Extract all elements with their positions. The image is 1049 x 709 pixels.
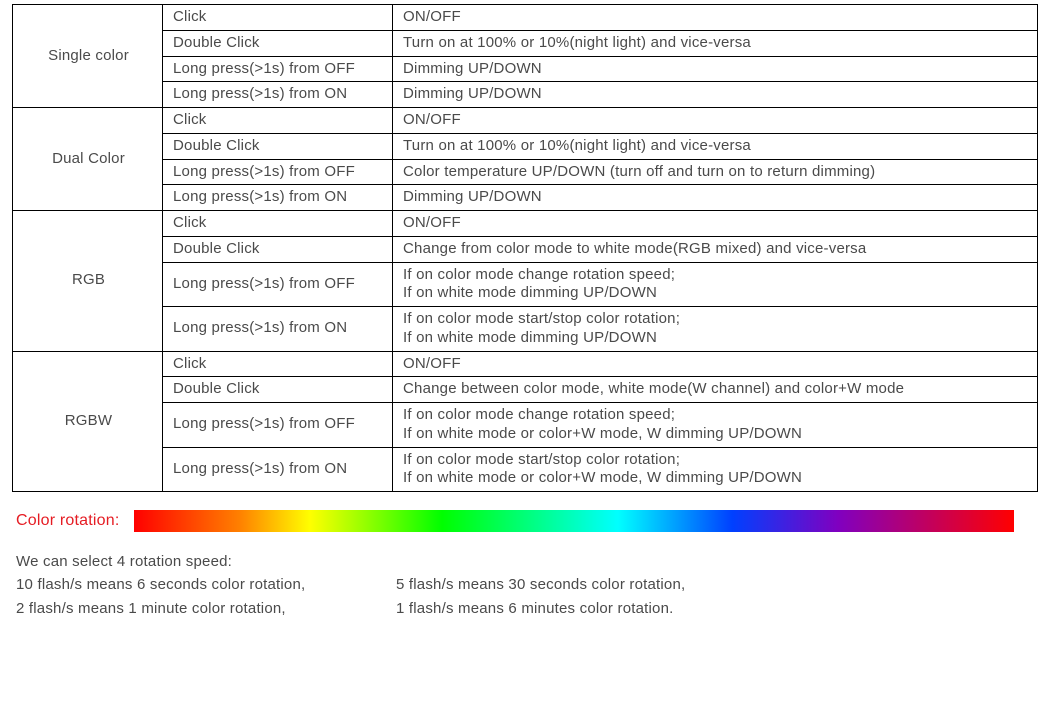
action-cell: Click [163, 351, 393, 377]
table-row: Long press(>1s) from ONDimming UP/DOWN [13, 82, 1038, 108]
table-row: Long press(>1s) from OFFIf on color mode… [13, 262, 1038, 307]
rotation-speed-block: We can select 4 rotation speed: 10 flash… [16, 550, 1037, 620]
mode-cell: Dual Color [13, 108, 163, 211]
result-cell: If on color mode start/stop color rotati… [393, 307, 1038, 352]
action-cell: Double Click [163, 133, 393, 159]
table-row: Long press(>1s) from OFFColor temperatur… [13, 159, 1038, 185]
speed-line: 1 flash/s means 6 minutes color rotation… [396, 597, 776, 620]
action-cell: Long press(>1s) from OFF [163, 262, 393, 307]
speed-line: 2 flash/s means 1 minute color rotation, [16, 597, 396, 620]
table-row: Long press(>1s) from ONDimming UP/DOWN [13, 185, 1038, 211]
speed-col-1: 10 flash/s means 6 seconds color rotatio… [16, 573, 396, 620]
result-cell: Turn on at 100% or 10%(night light) and … [393, 133, 1038, 159]
mode-action-table: Single colorClickON/OFFDouble ClickTurn … [12, 4, 1038, 492]
result-cell: Turn on at 100% or 10%(night light) and … [393, 30, 1038, 56]
result-cell: ON/OFF [393, 351, 1038, 377]
result-cell: Change between color mode, white mode(W … [393, 377, 1038, 403]
mode-cell: RGBW [13, 351, 163, 492]
table-row: Double ClickTurn on at 100% or 10%(night… [13, 133, 1038, 159]
result-cell: ON/OFF [393, 108, 1038, 134]
color-rotation-row: Color rotation: [16, 510, 1037, 532]
page: Single colorClickON/OFFDouble ClickTurn … [0, 0, 1049, 709]
action-cell: Long press(>1s) from ON [163, 82, 393, 108]
table-row: Long press(>1s) from OFFIf on color mode… [13, 403, 1038, 448]
color-spectrum-bar [134, 510, 1014, 532]
action-cell: Double Click [163, 377, 393, 403]
result-cell: Dimming UP/DOWN [393, 185, 1038, 211]
table-row: Long press(>1s) from ONIf on color mode … [13, 307, 1038, 352]
table-row: Single colorClickON/OFF [13, 5, 1038, 31]
speed-columns: 10 flash/s means 6 seconds color rotatio… [16, 573, 1037, 620]
action-cell: Double Click [163, 30, 393, 56]
speed-line: 10 flash/s means 6 seconds color rotatio… [16, 573, 396, 596]
color-rotation-label: Color rotation: [16, 512, 120, 530]
table-row: Double ClickTurn on at 100% or 10%(night… [13, 30, 1038, 56]
speed-intro: We can select 4 rotation speed: [16, 550, 1037, 573]
result-cell: Dimming UP/DOWN [393, 56, 1038, 82]
action-cell: Double Click [163, 236, 393, 262]
result-cell: If on color mode change rotation speed;I… [393, 262, 1038, 307]
result-cell: If on color mode start/stop color rotati… [393, 447, 1038, 492]
table-row: RGBClickON/OFF [13, 211, 1038, 237]
result-cell: If on color mode change rotation speed;I… [393, 403, 1038, 448]
action-cell: Long press(>1s) from ON [163, 307, 393, 352]
table-row: Dual ColorClickON/OFF [13, 108, 1038, 134]
speed-col-2: 5 flash/s means 30 seconds color rotatio… [396, 573, 776, 620]
table-row: Double ClickChange between color mode, w… [13, 377, 1038, 403]
action-cell: Click [163, 108, 393, 134]
speed-line: 5 flash/s means 30 seconds color rotatio… [396, 573, 776, 596]
result-cell: Color temperature UP/DOWN (turn off and … [393, 159, 1038, 185]
result-cell: ON/OFF [393, 211, 1038, 237]
mode-cell: RGB [13, 211, 163, 352]
table-row: Long press(>1s) from ONIf on color mode … [13, 447, 1038, 492]
action-cell: Click [163, 211, 393, 237]
action-cell: Long press(>1s) from ON [163, 447, 393, 492]
result-cell: Dimming UP/DOWN [393, 82, 1038, 108]
action-cell: Long press(>1s) from OFF [163, 56, 393, 82]
action-cell: Long press(>1s) from ON [163, 185, 393, 211]
action-cell: Long press(>1s) from OFF [163, 403, 393, 448]
action-cell: Click [163, 5, 393, 31]
result-cell: ON/OFF [393, 5, 1038, 31]
table-row: RGBWClickON/OFF [13, 351, 1038, 377]
table-row: Double ClickChange from color mode to wh… [13, 236, 1038, 262]
mode-cell: Single color [13, 5, 163, 108]
result-cell: Change from color mode to white mode(RGB… [393, 236, 1038, 262]
action-cell: Long press(>1s) from OFF [163, 159, 393, 185]
table-row: Long press(>1s) from OFFDimming UP/DOWN [13, 56, 1038, 82]
